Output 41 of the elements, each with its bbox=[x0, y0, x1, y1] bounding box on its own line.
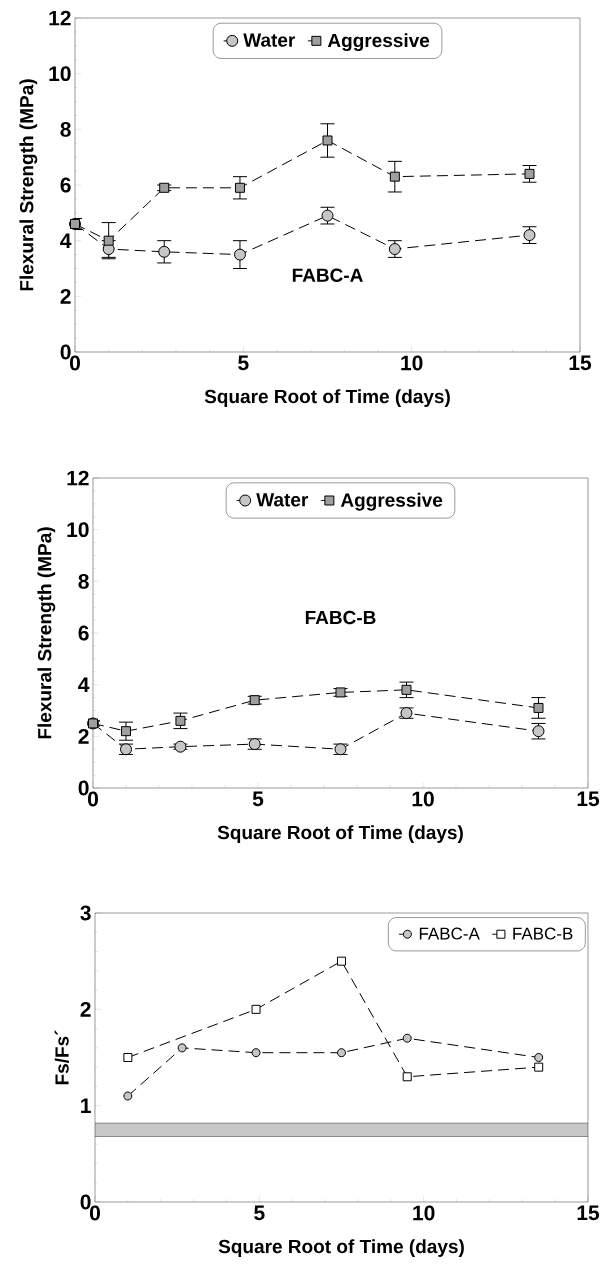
y-tick-label: 0 bbox=[78, 780, 89, 796]
x-tick-label: 5 bbox=[252, 791, 264, 807]
annotation: FABC-B bbox=[305, 610, 376, 625]
x-tick-label: 15 bbox=[577, 1205, 600, 1221]
y-tick-label: 12 bbox=[67, 470, 89, 486]
x-tick-label: 5 bbox=[254, 1205, 265, 1221]
y-tick-label: 2 bbox=[80, 1002, 91, 1017]
y-tick-label: 2 bbox=[60, 289, 71, 304]
y-tick-label: 3 bbox=[80, 905, 91, 921]
y-axis-title: Flexural Strength (MPa) bbox=[19, 79, 38, 291]
y-axis-title: Flexural Strength (MPa) bbox=[37, 527, 56, 739]
x-tick-label: 5 bbox=[238, 355, 249, 371]
x-axis-title: Square Root of Time (days) bbox=[204, 389, 450, 407]
y-tick-label: 6 bbox=[60, 177, 71, 193]
annotation: FABC-A bbox=[292, 268, 363, 282]
y-axis-title: Fs/Fs´ bbox=[54, 1030, 69, 1085]
x-tick-label: 15 bbox=[577, 791, 600, 807]
y-tick-label: 8 bbox=[60, 121, 71, 137]
y-tick-label: 1 bbox=[81, 1098, 91, 1113]
y-tick-label: 6 bbox=[78, 625, 89, 641]
x-tick-label: 15 bbox=[569, 355, 592, 371]
x-tick-label: 10 bbox=[412, 791, 434, 807]
y-tick-label: 12 bbox=[49, 10, 71, 26]
legend-label: FABC-A bbox=[419, 927, 480, 940]
x-tick-label: 10 bbox=[413, 1205, 435, 1221]
y-tick-label: 8 bbox=[78, 573, 89, 589]
y-tick-label: 10 bbox=[49, 66, 71, 82]
legend-label: Aggressive bbox=[327, 33, 430, 52]
y-tick-label: 0 bbox=[80, 1194, 91, 1210]
y-tick-label: 4 bbox=[78, 677, 90, 692]
y-tick-label: 0 bbox=[60, 344, 71, 360]
x-axis-title: Square Root of Time (days) bbox=[218, 1239, 464, 1257]
legend-label: Water bbox=[256, 493, 309, 507]
y-tick-label: 4 bbox=[60, 233, 72, 248]
x-axis-title: Square Root of Time (days) bbox=[217, 825, 463, 843]
legend-label: Aggressive bbox=[340, 492, 443, 511]
x-tick-label: 10 bbox=[401, 355, 423, 371]
legend-label: FABC-B bbox=[513, 927, 573, 940]
legend-label: Water bbox=[243, 33, 296, 47]
y-tick-label: 10 bbox=[67, 522, 89, 538]
y-tick-label: 2 bbox=[78, 729, 89, 744]
